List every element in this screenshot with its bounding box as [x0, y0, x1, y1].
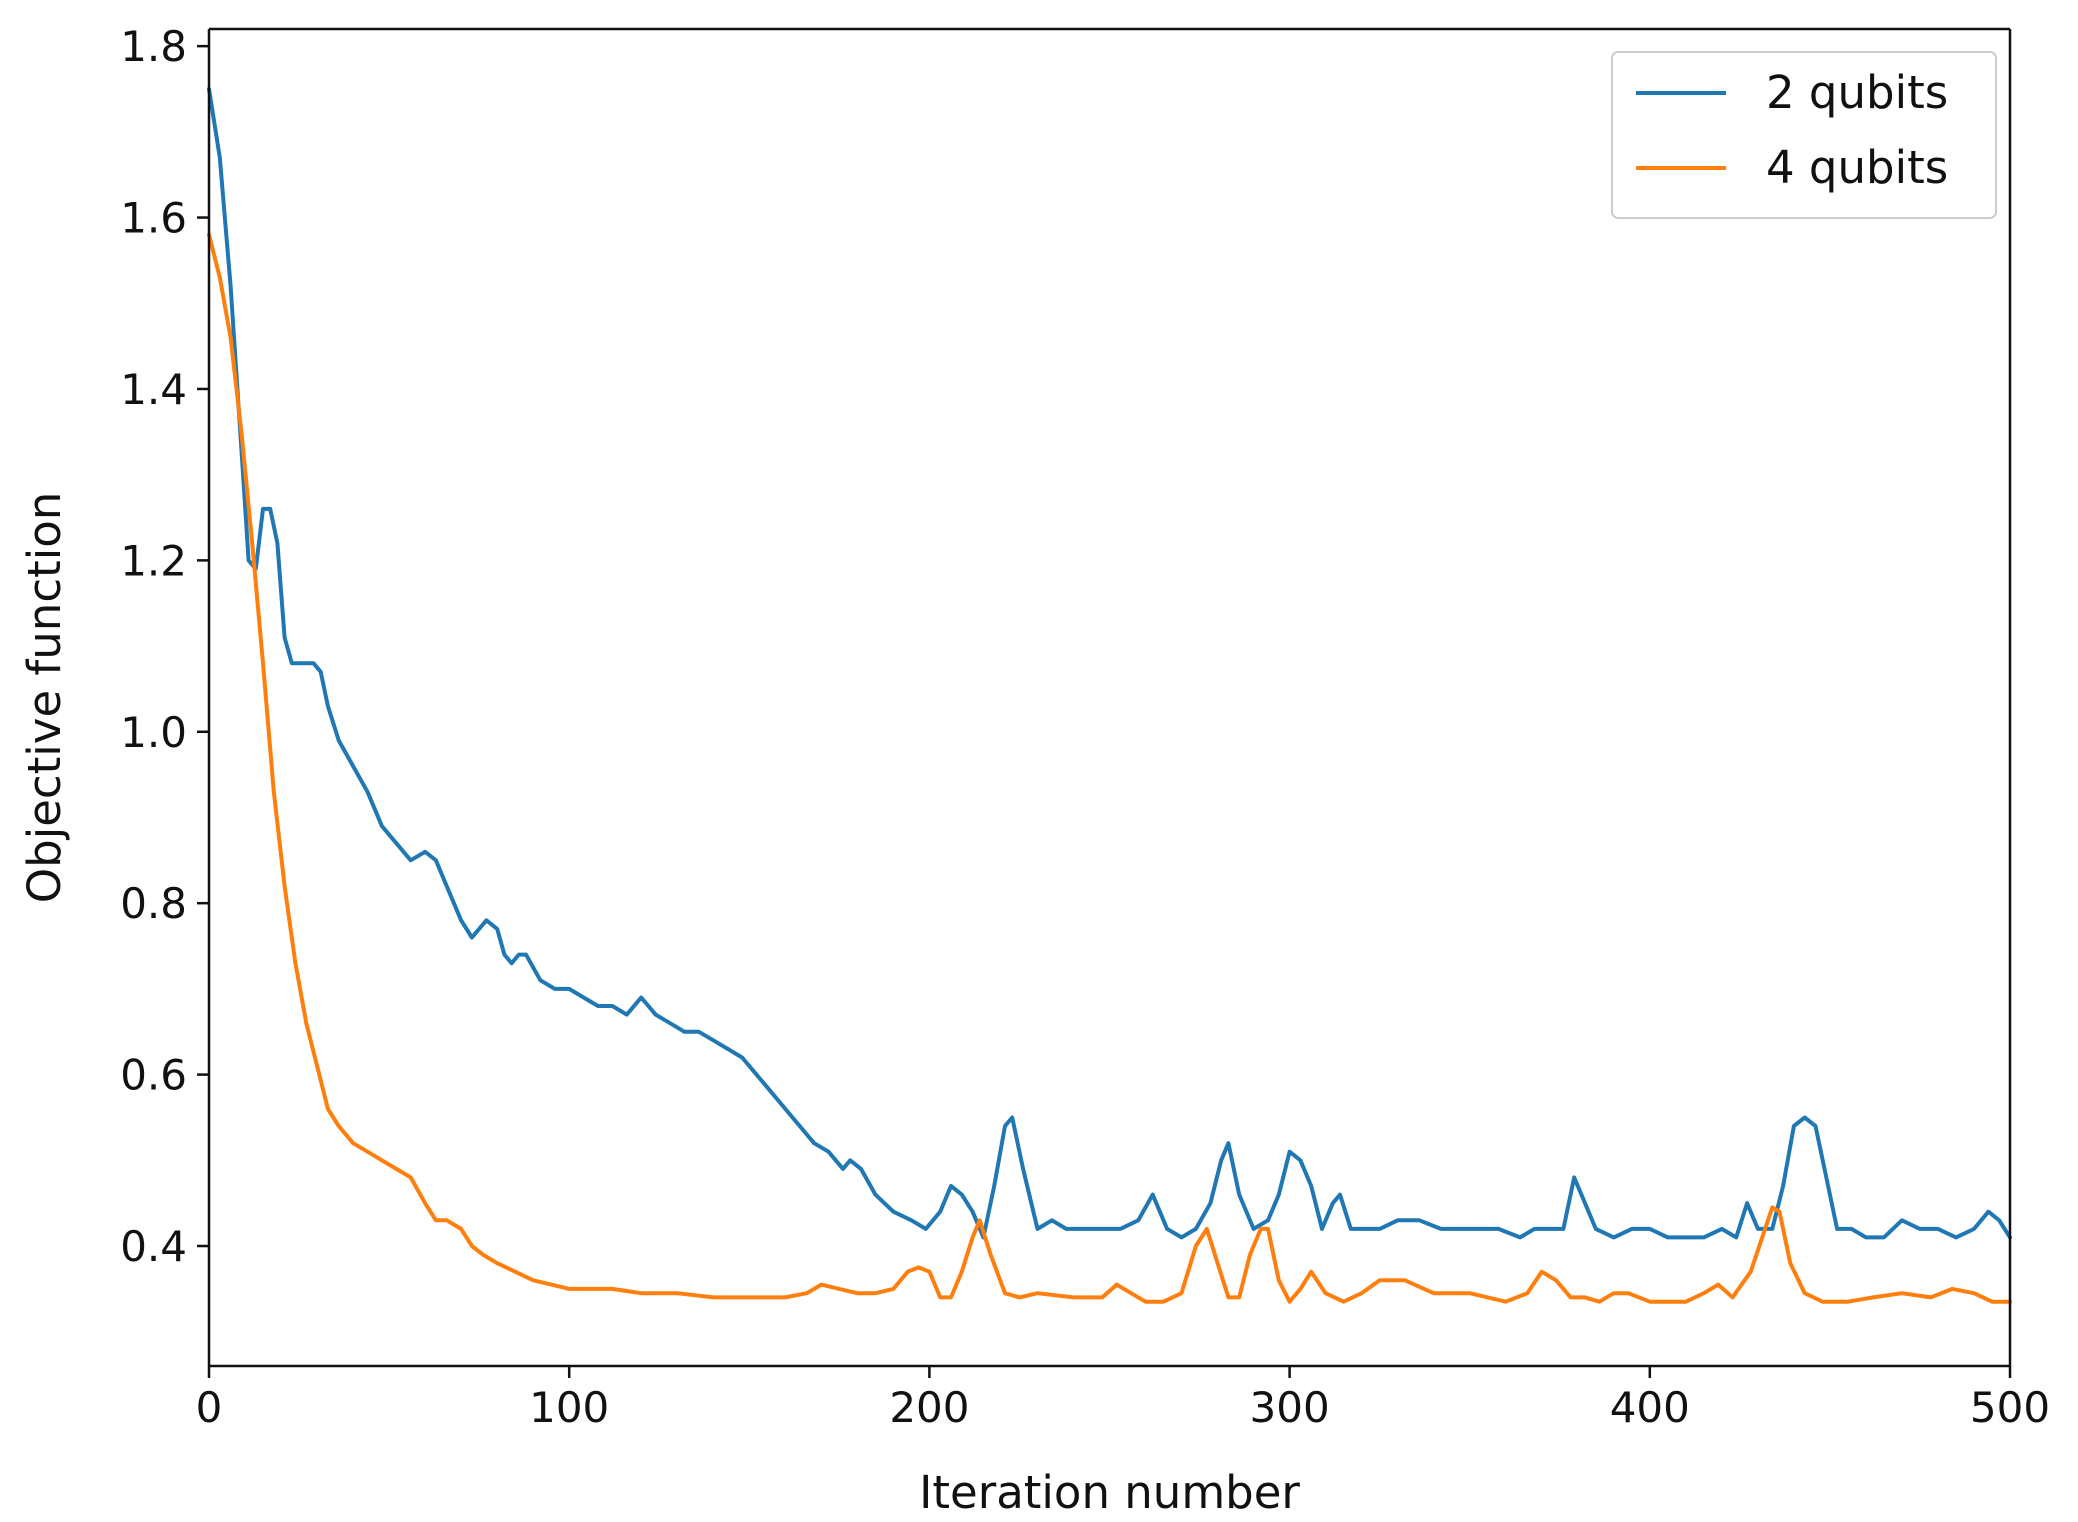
x-tick-label: 100 — [529, 1383, 609, 1432]
y-axis-title: Objective function — [18, 492, 71, 904]
plot-lines — [207, 87, 2012, 1304]
y-tick-label: 1.2 — [120, 536, 187, 585]
legend: 2 qubits 4 qubits — [1611, 51, 1997, 219]
legend-label-2-qubits: 2 qubits — [1766, 66, 1948, 119]
x-tick-label: 0 — [196, 1383, 223, 1432]
y-tick-label: 1.0 — [120, 708, 187, 757]
y-tick-label: 0.4 — [120, 1222, 187, 1271]
y-tick-label: 0.8 — [120, 879, 187, 928]
series-line-4-qubits — [207, 232, 2012, 1304]
x-axis-title: Iteration number — [919, 1466, 1300, 1519]
x-tick-label: 200 — [889, 1383, 969, 1432]
y-tick-label: 1.6 — [120, 194, 187, 243]
y-tick-label: 0.6 — [120, 1051, 187, 1100]
x-tick-label: 500 — [1970, 1383, 2050, 1432]
y-tick-label: 1.8 — [120, 22, 187, 71]
axes — [207, 27, 2012, 1368]
legend-label-4-qubits: 4 qubits — [1766, 141, 1948, 194]
y-tick-label: 1.4 — [120, 365, 187, 414]
x-tick-label: 400 — [1610, 1383, 1690, 1432]
x-tick-label: 300 — [1250, 1383, 1330, 1432]
series-line-2-qubits — [207, 87, 2012, 1240]
ticks: 0 100 200 300 400 500 0.4 0.6 0.8 1.0 1.2 1.4 1.6 1.8 — [120, 22, 2050, 1432]
